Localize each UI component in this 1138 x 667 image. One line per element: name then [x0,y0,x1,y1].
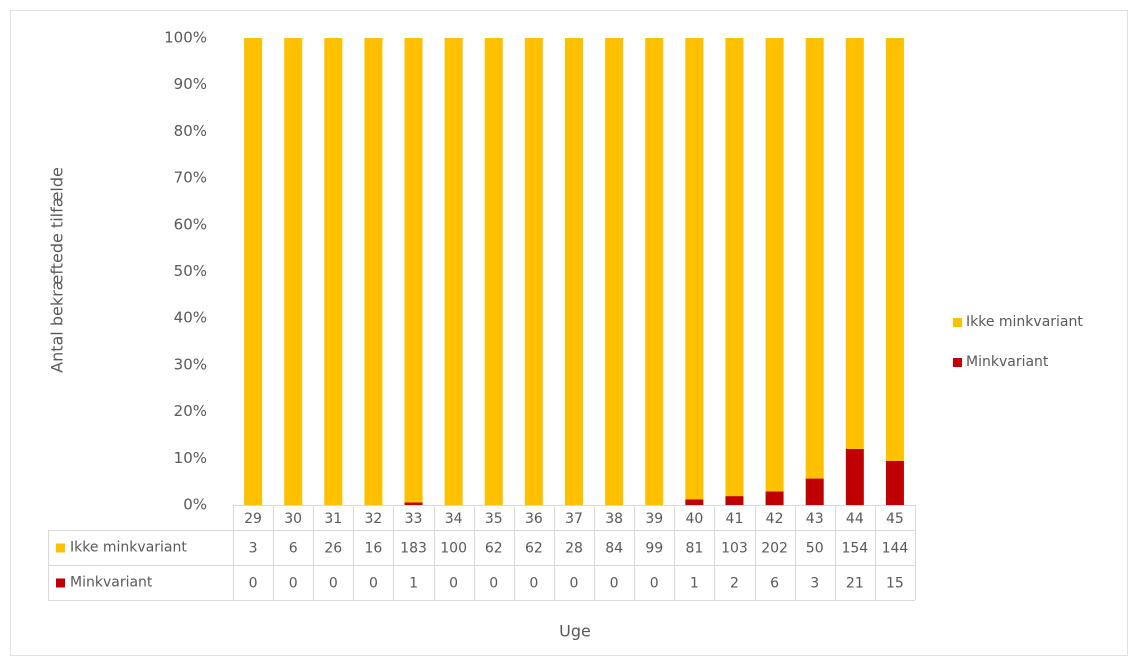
x-tick-label: 29 [244,511,262,527]
table-cell: 62 [485,541,503,557]
table-cell: 81 [685,541,703,557]
table-cell: 0 [329,576,338,592]
table-cell: 0 [610,576,619,592]
y-tick-label: 10% [174,449,207,467]
table-cell: 84 [605,541,623,557]
bar-segment [444,38,463,505]
x-tick-label: 34 [445,511,463,527]
x-tick-label: 36 [525,511,543,527]
y-tick-label: 100% [164,29,207,47]
y-tick-label: 70% [174,169,207,187]
bar-segment [765,38,784,492]
legend-label: Minkvariant [966,354,1049,370]
bar-segment [685,38,704,500]
table-cell: 6 [770,576,779,592]
y-tick-label: 60% [174,215,207,233]
bar-segment [404,38,423,503]
table-cell: 0 [570,576,579,592]
table-cell: 26 [324,541,342,557]
x-tick-label: 33 [405,511,423,527]
bar-segment [845,38,864,449]
x-tick-label: 44 [846,511,864,527]
bar-segment [645,38,664,505]
table-cell: 154 [841,541,868,557]
x-tick-label: 35 [485,511,503,527]
x-tick-label: 45 [886,511,904,527]
y-tick-label: 0% [183,496,207,514]
x-tick-label: 32 [364,511,382,527]
y-tick-label: 80% [174,122,207,140]
bar-segment [244,38,263,505]
x-tick-label: 39 [645,511,663,527]
x-tick-label: 40 [685,511,703,527]
table-row-header: Minkvariant [70,575,153,591]
bar-segment [725,496,744,505]
table-cell: 28 [565,541,583,557]
table-cell: 50 [806,541,824,557]
table-cell: 0 [369,576,378,592]
table-cell: 100 [440,541,467,557]
legend-key [953,318,962,327]
bar-segment [484,38,503,505]
bar-segment [845,448,864,505]
table-cell: 0 [489,576,498,592]
bar-segment [805,478,824,505]
table-cell: 0 [529,576,538,592]
y-tick-label: 40% [174,309,207,327]
x-tick-label: 30 [284,511,302,527]
table-cell: 144 [882,541,909,557]
x-tick-label: 37 [565,511,583,527]
table-cell: 1 [409,576,418,592]
x-tick-label: 38 [605,511,623,527]
bar-segment [565,38,583,505]
bar-segment [725,38,744,497]
table-cell: 16 [364,541,382,557]
table-cell: 103 [721,541,748,557]
table-cell: 3 [810,576,819,592]
y-tick-label: 50% [174,262,207,280]
bar-segment [765,491,784,505]
table-cell: 6 [289,541,298,557]
bar-segment [404,502,423,505]
y-tick-label: 90% [174,75,207,93]
table-row-header: Ikke minkvariant [70,540,187,556]
bar-segment [524,38,543,505]
bar-segment [324,38,343,505]
table-cell: 0 [289,576,298,592]
y-tick-label: 20% [174,402,207,420]
table-cell: 99 [645,541,663,557]
table-cell: 2 [730,576,739,592]
table-legend-key [56,543,65,553]
table-cell: 3 [249,541,258,557]
x-tick-label: 43 [806,511,824,527]
bar-segment [284,38,303,505]
bar-segment [885,38,904,461]
table-cell: 62 [525,541,543,557]
bar-segment [605,38,624,505]
y-axis-label: Antal bekræftede tilfælde [48,167,67,373]
table-cell: 0 [249,576,258,592]
table-cell: 21 [846,576,864,592]
bar-segment [364,38,383,505]
table-cell: 202 [761,541,788,557]
table-legend-key [56,578,65,588]
table-cell: 0 [449,576,458,592]
bar-segment [685,499,704,505]
legend-key [953,358,962,367]
table-cell: 0 [650,576,659,592]
table-cell: 15 [886,576,904,592]
bar-segment [885,460,904,505]
x-tick-label: 42 [766,511,784,527]
x-tick-label: 41 [726,511,744,527]
table-cell: 183 [400,541,427,557]
bar-segment [805,38,824,479]
x-tick-label: 31 [324,511,342,527]
y-tick-label: 30% [174,355,207,373]
table-cell: 1 [690,576,699,592]
x-axis-label: Uge [559,622,591,641]
legend-label: Ikke minkvariant [966,314,1083,330]
